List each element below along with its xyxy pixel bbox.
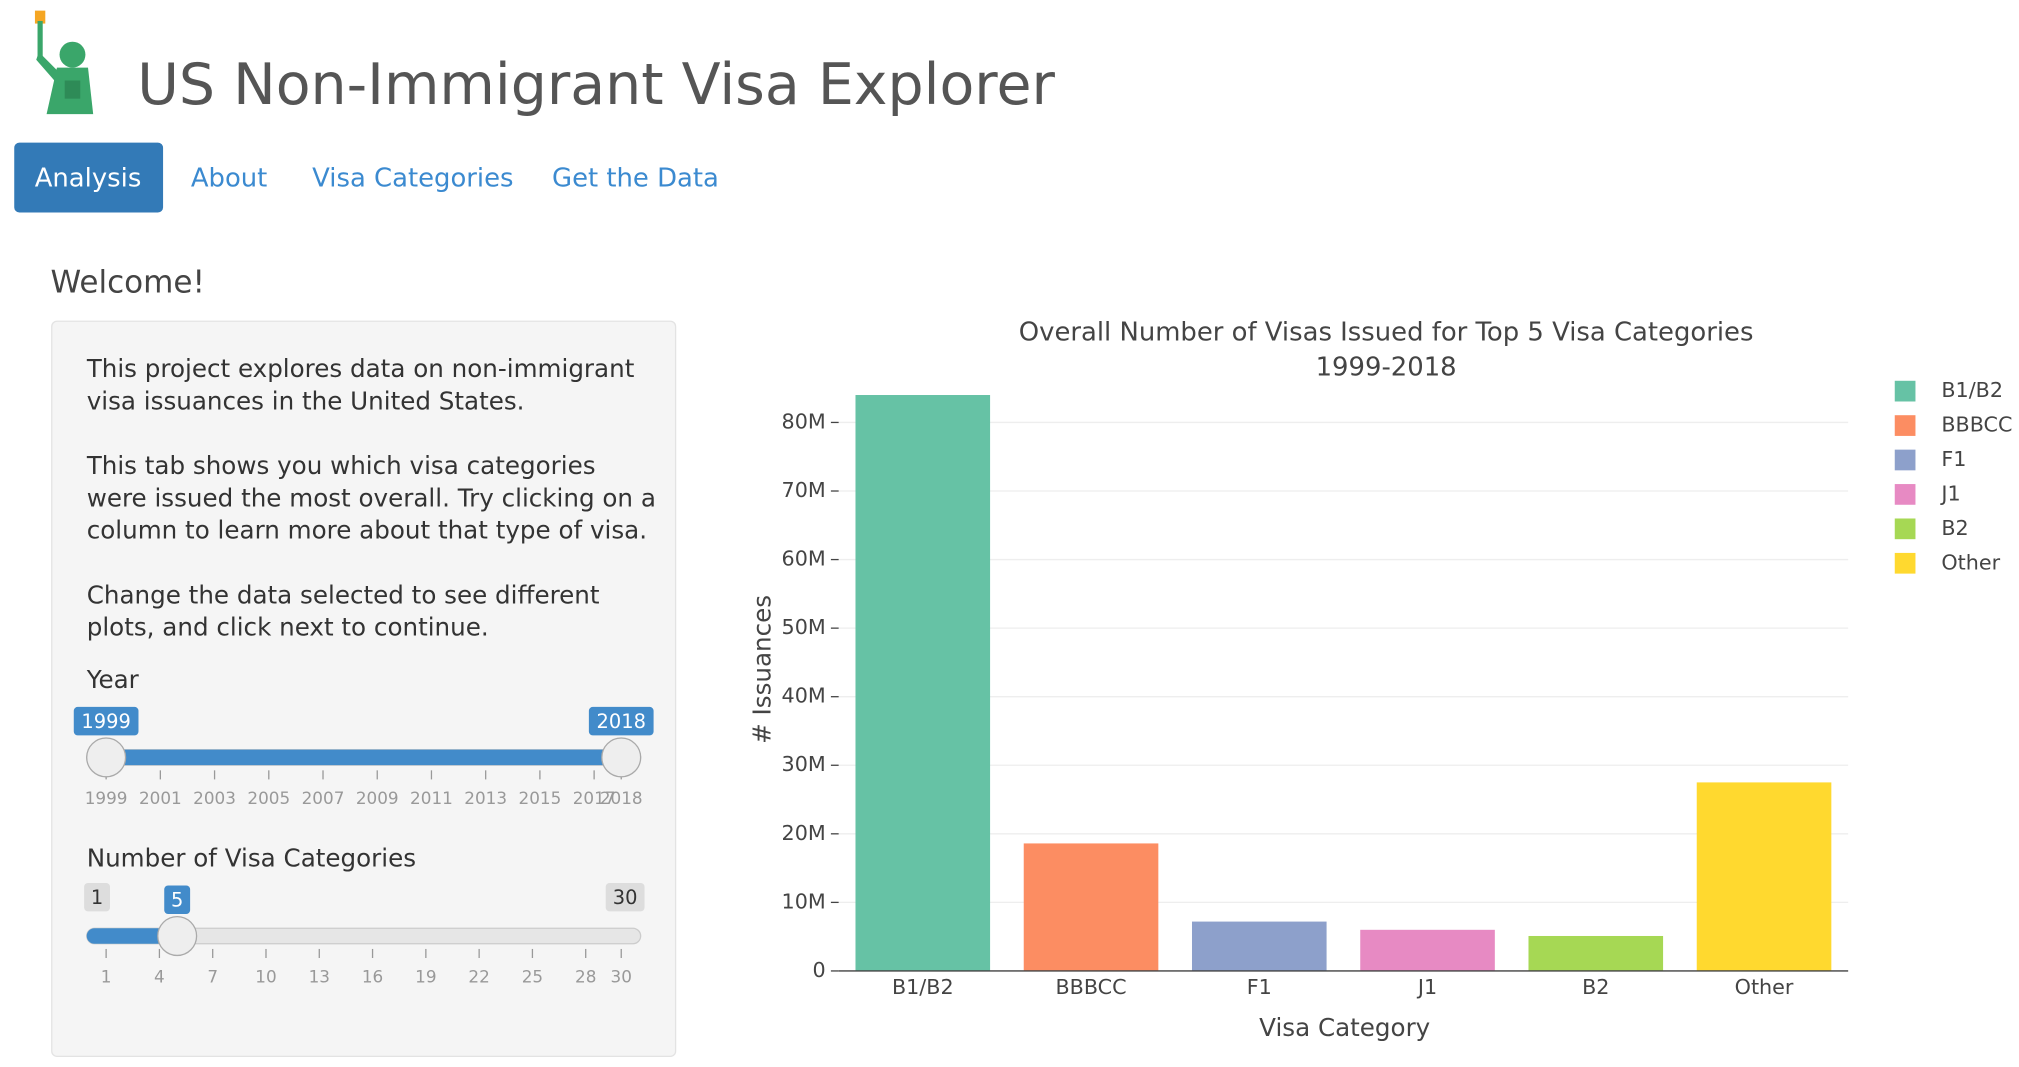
x-axis-label: Visa Category bbox=[1259, 1013, 1430, 1042]
slider-tick-label: 2003 bbox=[193, 788, 236, 808]
slider-tick-label: 2011 bbox=[410, 788, 453, 808]
x-tick-label: F1 bbox=[1247, 975, 1272, 999]
sidebar-panel bbox=[51, 320, 677, 1058]
sidebar-text: This project explores data on non-immigr… bbox=[87, 354, 656, 645]
y-tick-label: 80M bbox=[782, 409, 826, 433]
bar[interactable] bbox=[1696, 782, 1832, 971]
slider-tick-label: 16 bbox=[362, 966, 383, 986]
legend-label[interactable]: J1 bbox=[1939, 481, 1960, 505]
x-tick-label: B1/B2 bbox=[892, 975, 954, 999]
slider-tick-label: 30 bbox=[611, 966, 632, 986]
slider-tick-label: 25 bbox=[522, 966, 543, 986]
legend-label[interactable]: B1/B2 bbox=[1941, 378, 2003, 402]
y-tick-label: 0 bbox=[813, 958, 826, 982]
slider-tick-label: 2015 bbox=[519, 788, 562, 808]
sliders[interactable]: 1999 2001 2003 2005 2007 2009 2011 2013 2015 2017… bbox=[73, 706, 654, 986]
slider-tick-label: 2005 bbox=[247, 788, 290, 808]
slider-badge-text: 1999 bbox=[81, 710, 130, 733]
slider-bar[interactable] bbox=[106, 749, 622, 766]
slider-label: Year bbox=[86, 665, 140, 694]
slider-badge bbox=[73, 706, 139, 736]
slider-badge bbox=[164, 885, 191, 915]
nav-tab-active[interactable] bbox=[14, 142, 164, 213]
slider-tick-label: 28 bbox=[575, 966, 596, 986]
paragraph: This project explores data on non-immigr… bbox=[86, 354, 635, 416]
legend-label[interactable]: B2 bbox=[1941, 516, 1968, 540]
nav-tab[interactable]: Get the Data bbox=[552, 163, 719, 193]
slider-tick-label: 19 bbox=[415, 966, 436, 986]
y-tick-label: 40M bbox=[782, 684, 826, 708]
slider-handle[interactable] bbox=[601, 737, 642, 778]
bar[interactable] bbox=[855, 395, 991, 971]
slider-tick-label: 7 bbox=[207, 966, 218, 986]
chart-title: Overall Number of Visas Issued for Top 5… bbox=[1019, 317, 1754, 347]
slider-badge bbox=[605, 882, 645, 912]
legend-swatch[interactable] bbox=[1894, 484, 1916, 505]
legend-swatch[interactable] bbox=[1894, 552, 1916, 574]
x-tick-label: J1 bbox=[1416, 975, 1437, 999]
slider-badge-text: 1 bbox=[91, 886, 103, 909]
nav-tab[interactable]: Analysis bbox=[35, 163, 142, 193]
paragraph: This tab shows you which visa categories… bbox=[86, 451, 656, 546]
nav-tab[interactable]: About bbox=[191, 163, 268, 193]
nav-bar: Analysis About Visa Categories Get the Data bbox=[14, 142, 719, 213]
slider-handle[interactable] bbox=[86, 737, 127, 778]
y-tick-label: 10M bbox=[782, 889, 826, 913]
slider-badge-text: 5 bbox=[171, 889, 183, 912]
nav-tab[interactable]: Visa Categories bbox=[312, 163, 513, 193]
legend-label[interactable]: Other bbox=[1941, 550, 2000, 574]
chart-subtitle: 1999-2018 bbox=[1316, 352, 1457, 382]
app-title: US Non-Immigrant Visa Explorer bbox=[137, 52, 1055, 118]
legend-swatch[interactable] bbox=[1894, 449, 1916, 471]
bar[interactable] bbox=[1528, 935, 1664, 971]
section-heading: Welcome! bbox=[50, 265, 204, 301]
legend-swatch[interactable] bbox=[1894, 415, 1916, 436]
slider-badge bbox=[84, 882, 111, 912]
legend-label[interactable]: F1 bbox=[1941, 447, 1966, 471]
legend-swatch[interactable] bbox=[1894, 518, 1916, 540]
legend-swatch[interactable] bbox=[1894, 380, 1916, 402]
slider-label: Number of Visa Categories bbox=[87, 844, 416, 873]
slider-handle[interactable] bbox=[157, 915, 198, 957]
x-tick-label: Other bbox=[1735, 975, 1794, 999]
x-tick-label: B2 bbox=[1582, 975, 1609, 999]
slider-tick-label: 2007 bbox=[302, 788, 345, 808]
y-tick-label: 30M bbox=[782, 752, 826, 776]
y-tick-label: 60M bbox=[782, 547, 826, 571]
slider-badge bbox=[588, 706, 654, 736]
slider-tick-label: 2018 bbox=[600, 788, 643, 808]
y-axis-label: # Issuances bbox=[748, 595, 777, 744]
x-tick-label: BBBCC bbox=[1055, 975, 1126, 999]
slider-badge-text: 2018 bbox=[597, 710, 646, 733]
bar[interactable] bbox=[1191, 921, 1327, 971]
slider-badge-text: 30 bbox=[613, 886, 638, 909]
slider-tick-label: 2017 bbox=[573, 788, 616, 808]
slider-tick-label: 2001 bbox=[139, 788, 182, 808]
logo-icon bbox=[34, 10, 94, 115]
y-tick-label: 70M bbox=[782, 478, 826, 502]
bar[interactable] bbox=[1023, 843, 1159, 971]
slider-tick-label: 1 bbox=[101, 966, 112, 986]
slider-tick-label: 1999 bbox=[85, 788, 128, 808]
slider-tick-label: 10 bbox=[255, 966, 276, 986]
paragraph: Change the data selected to see differen… bbox=[86, 581, 600, 643]
slider-tick-label: 22 bbox=[468, 966, 489, 986]
chart: Overall Number of Visas Issued for Top 5… bbox=[748, 317, 2013, 1042]
bar[interactable] bbox=[1360, 929, 1495, 971]
slider-tick-label: 2013 bbox=[464, 788, 507, 808]
y-tick-label: 20M bbox=[782, 821, 826, 845]
slider-tick-label: 2009 bbox=[356, 788, 399, 808]
y-tick-label: 50M bbox=[782, 615, 826, 639]
slider-tick-label: 4 bbox=[154, 966, 165, 986]
legend-label[interactable]: BBBCC bbox=[1941, 413, 2012, 437]
sidebar-paragraphs: This project explores data on non-immigr… bbox=[87, 354, 656, 645]
slider-tick-label: 13 bbox=[309, 966, 330, 986]
slider-bar[interactable] bbox=[86, 928, 178, 944]
